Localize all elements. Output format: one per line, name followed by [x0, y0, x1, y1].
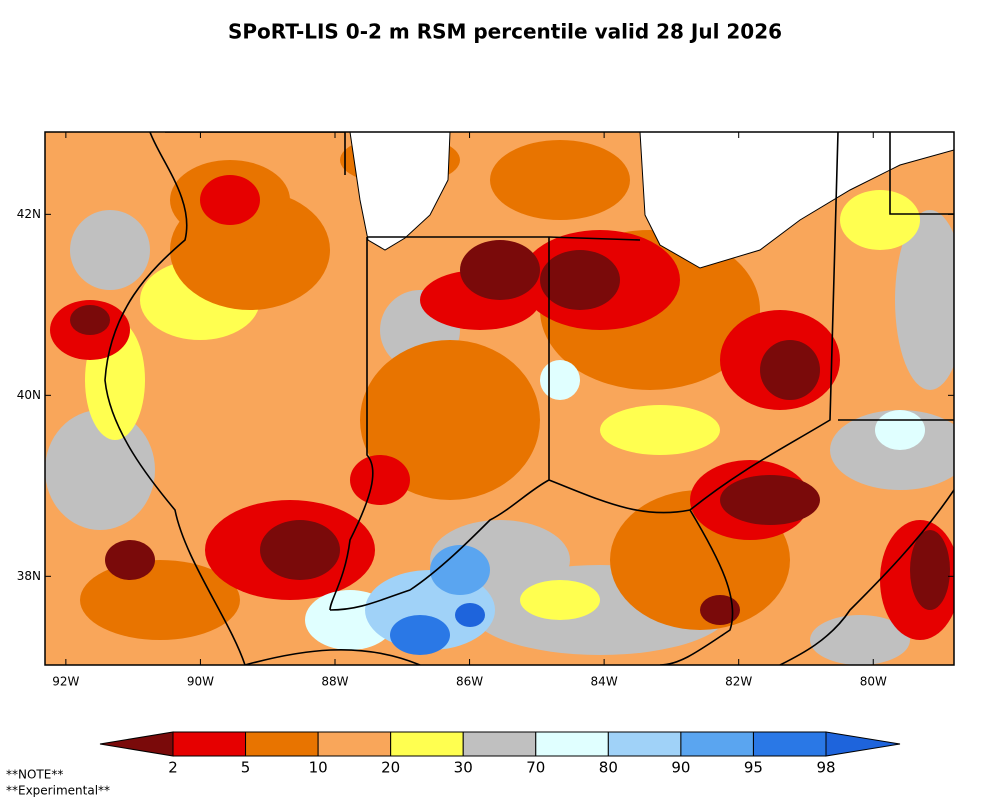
field-patch	[600, 405, 720, 455]
boundary	[779, 489, 954, 665]
boundary	[548, 132, 839, 514]
field-patch	[260, 520, 340, 580]
colorbar-label: 90	[671, 759, 690, 777]
lon-tick-label: 86W	[456, 675, 483, 689]
colorbar-label: 5	[241, 759, 251, 777]
field-patch	[460, 240, 540, 300]
colorbar-box	[245, 731, 319, 757]
colorbar-box	[172, 731, 247, 757]
colorbar-label: 10	[309, 759, 328, 777]
title: SPoRT-LIS 0-2 m RSM percentile valid 28 …	[228, 20, 782, 44]
map-frame	[44, 131, 955, 666]
boundary	[244, 648, 421, 665]
colorbar-arrow	[99, 731, 174, 757]
field-patch	[700, 595, 740, 625]
colorbar-box	[317, 731, 392, 757]
field-patch	[105, 540, 155, 580]
lon-tick-label: 84W	[591, 675, 618, 689]
colorbar-label: 95	[744, 759, 763, 777]
lake	[349, 132, 451, 251]
field-patch	[430, 545, 490, 595]
field-patch	[520, 580, 600, 620]
colorbar-box	[535, 731, 609, 757]
colorbar-box	[462, 731, 537, 757]
colorbar-label: 80	[599, 759, 618, 777]
field-patch	[540, 360, 580, 400]
lat-tick-label: 40N	[17, 388, 41, 402]
field-patch	[350, 455, 410, 505]
field-patch	[70, 210, 150, 290]
colorbar-label: 20	[381, 759, 400, 777]
field-patch	[45, 410, 155, 530]
field-patch	[360, 340, 540, 500]
lake	[639, 132, 954, 269]
colorbar-label: 30	[454, 759, 473, 777]
map	[45, 132, 954, 665]
colorbar-box	[680, 731, 754, 757]
lat-tick-label: 42N	[17, 207, 41, 221]
field-patch	[390, 615, 450, 655]
lon-tick-label: 90W	[187, 675, 214, 689]
lon-tick-label: 92W	[52, 675, 79, 689]
colorbar-label: 70	[526, 759, 545, 777]
lon-tick-label: 88W	[321, 675, 348, 689]
boundary	[104, 132, 246, 665]
field-patch	[840, 190, 920, 250]
field-patch	[720, 475, 820, 525]
note: **NOTE**	[6, 768, 63, 782]
colorbar-box	[752, 731, 827, 757]
boundary	[367, 236, 641, 241]
colorbar-label: 98	[816, 759, 835, 777]
field-patch	[875, 410, 925, 450]
field-patch	[490, 140, 630, 220]
field-patch	[455, 603, 485, 627]
field-patch	[200, 175, 260, 225]
note: **Experimental**	[6, 784, 110, 798]
boundary	[329, 237, 374, 611]
colorbar-box	[390, 731, 464, 757]
field-patch	[895, 210, 954, 390]
lat-tick-label: 38N	[17, 569, 41, 583]
colorbar-box	[607, 731, 682, 757]
field-patch	[910, 530, 950, 610]
boundary	[329, 237, 550, 611]
lon-tick-label: 82W	[725, 675, 752, 689]
boundary	[165, 132, 346, 175]
field-patch	[80, 560, 240, 640]
field-patch	[760, 340, 820, 400]
boundary	[659, 509, 734, 665]
field-patch	[540, 250, 620, 310]
field-patch	[70, 305, 110, 335]
colorbar-label: 2	[168, 759, 178, 777]
lon-tick-label: 80W	[860, 675, 887, 689]
colorbar-arrow	[825, 731, 901, 757]
boundary	[889, 132, 954, 215]
